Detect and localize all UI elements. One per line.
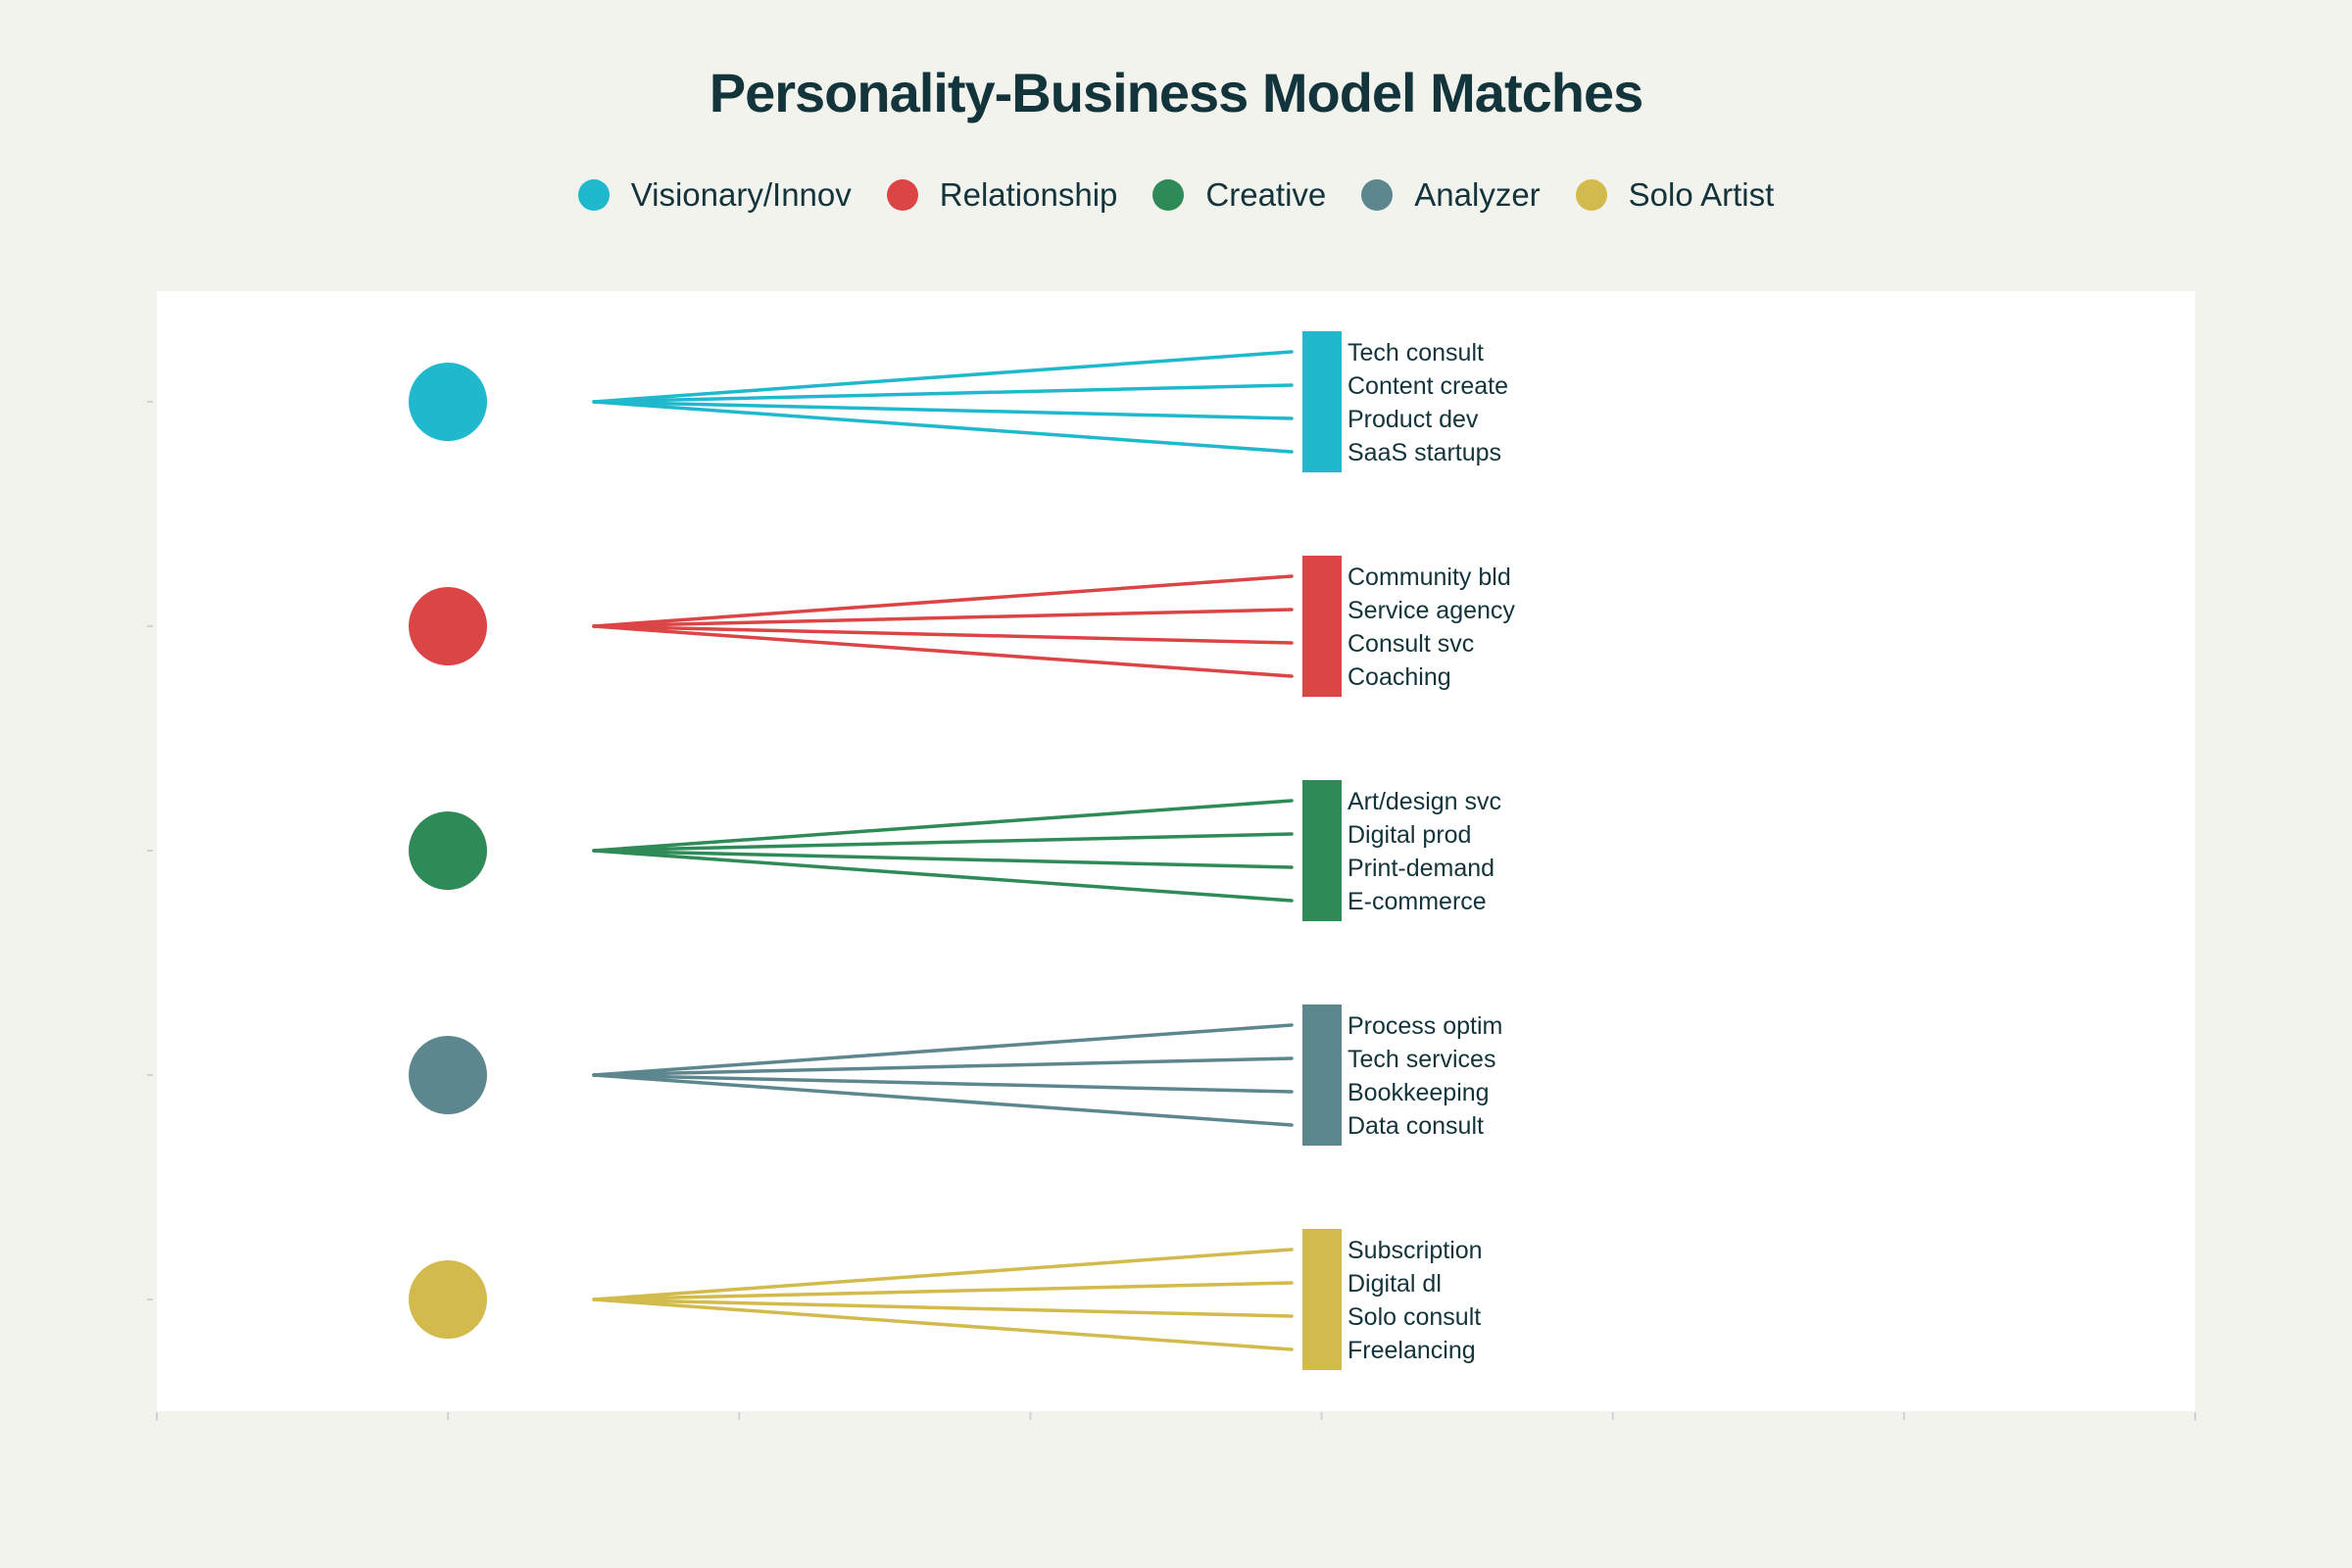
connection-line <box>592 624 1294 645</box>
model-label: Content create <box>1348 372 1508 400</box>
legend-swatch <box>577 179 610 211</box>
model-label: Consult svc <box>1348 630 1474 658</box>
legend-label: Visionary/Innov <box>630 176 852 213</box>
model-bar <box>1302 1229 1342 1370</box>
connection-line <box>592 849 1294 903</box>
model-bar <box>1302 556 1342 697</box>
model-label: Digital dl <box>1348 1270 1442 1298</box>
personality-node <box>409 1260 487 1339</box>
connection-line <box>592 1073 1294 1094</box>
model-label: Subscription <box>1348 1237 1483 1264</box>
legend-label: Relationship <box>939 176 1118 213</box>
connection-line <box>592 1056 1294 1077</box>
chart-title: Personality-Business Model Matches <box>709 62 1644 123</box>
legend-swatch <box>1361 179 1394 211</box>
model-label: Service agency <box>1348 597 1515 624</box>
model-label: Freelancing <box>1348 1337 1476 1364</box>
connection-line <box>592 1298 1294 1351</box>
model-bar <box>1302 780 1342 921</box>
model-label: Community bld <box>1348 564 1511 591</box>
legend-swatch <box>1152 179 1185 211</box>
plot-background <box>157 291 2195 1411</box>
model-label: E-commerce <box>1348 888 1487 915</box>
model-label: Print-demand <box>1348 855 1494 882</box>
model-label: Coaching <box>1348 663 1451 691</box>
legend-item[interactable]: Creative <box>1152 176 1326 214</box>
model-label: Product dev <box>1348 406 1479 433</box>
personality-node <box>409 587 487 665</box>
personality-node <box>409 1036 487 1114</box>
personality-node <box>409 363 487 441</box>
model-label: Digital prod <box>1348 821 1471 849</box>
connection-line <box>592 799 1294 853</box>
connection-line <box>592 574 1294 628</box>
connection-line <box>592 400 1294 420</box>
connection-line <box>592 383 1294 404</box>
connection-line <box>592 1023 1294 1077</box>
model-bar <box>1302 331 1342 472</box>
connection-line <box>592 1298 1294 1318</box>
model-label: Tech services <box>1348 1046 1495 1073</box>
model-label: Process optim <box>1348 1012 1502 1040</box>
connection-line <box>592 832 1294 853</box>
model-label: SaaS startups <box>1348 439 1501 466</box>
legend-item[interactable]: Solo Artist <box>1575 176 1775 214</box>
model-label: Solo consult <box>1348 1303 1481 1331</box>
connection-line <box>592 350 1294 404</box>
personality-node <box>409 811 487 890</box>
connection-line <box>592 624 1294 678</box>
legend-item[interactable]: Analyzer <box>1361 176 1541 214</box>
connection-line <box>592 1281 1294 1301</box>
legend-label: Analyzer <box>1414 176 1541 213</box>
connection-line <box>592 1073 1294 1127</box>
model-bar <box>1302 1004 1342 1146</box>
legend-label: Creative <box>1205 176 1327 213</box>
legend-swatch <box>1575 179 1607 211</box>
legend-item[interactable]: Visionary/Innov <box>577 176 852 214</box>
legend-swatch <box>886 179 918 211</box>
connection-line <box>592 608 1294 628</box>
model-label: Art/design svc <box>1348 788 1501 815</box>
model-label: Data consult <box>1348 1112 1484 1140</box>
connection-line <box>592 849 1294 869</box>
connection-line <box>592 400 1294 454</box>
legend: Visionary/Innov Relationship Creative Analy… <box>0 176 2352 214</box>
legend-item[interactable]: Relationship <box>886 176 1118 214</box>
model-label: Tech consult <box>1348 339 1484 367</box>
model-label: Bookkeeping <box>1348 1079 1490 1106</box>
legend-label: Solo Artist <box>1628 176 1775 213</box>
connection-line <box>592 1248 1294 1301</box>
